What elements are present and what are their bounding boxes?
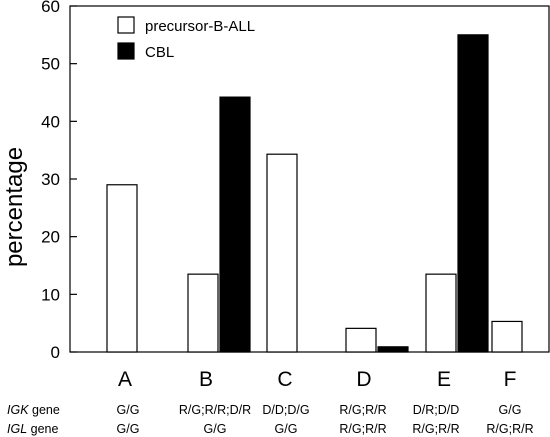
genotype-cell: R/G;R/R: [339, 422, 386, 436]
x-category-label: D: [356, 368, 371, 391]
genotype-cell: R/G;R/R: [412, 422, 459, 436]
y-axis: 0 10 20 30 40 50 60: [41, 0, 77, 362]
genotype-table: IGK gene G/G R/G;R/R;D/R D/D;D/G R/G;R/R D/R;…: [7, 403, 534, 436]
y-tick-label: 40: [41, 112, 60, 131]
bar-b-precursor-b-all: [187, 273, 219, 353]
x-category-label: B: [199, 368, 213, 391]
bar-f-precursor-b-all: [491, 320, 523, 353]
genotype-cell: D/R;D/D: [413, 403, 460, 417]
gene-row-label: IGL gene: [7, 422, 58, 436]
legend-label-precursor-b-all: precursor-B-ALL: [145, 18, 255, 35]
y-axis-label: percentage: [1, 147, 28, 267]
genotype-cell: G/G: [499, 403, 522, 417]
genotype-cell: D/D;D/G: [262, 403, 309, 417]
y-tick-label: 30: [41, 170, 60, 189]
x-category-label: E: [437, 368, 451, 391]
genotype-cell: R/G;R/R: [486, 422, 533, 436]
bars: [106, 34, 523, 353]
genotype-cell: G/G: [204, 422, 227, 436]
y-tick-label: 20: [41, 228, 60, 247]
genotype-cell: G/G: [117, 422, 140, 436]
bar-c-precursor-b-all: [266, 153, 298, 353]
genotype-cell: R/G;R/R: [339, 403, 386, 417]
genotype-cell: G/G: [275, 422, 298, 436]
x-category-label: C: [277, 368, 292, 391]
y-tick-label: 0: [51, 343, 60, 362]
gene-row-label: IGK gene: [7, 403, 60, 417]
legend-label-cbl: CBL: [145, 44, 174, 61]
legend-swatch-precursor-b-all: [117, 16, 135, 34]
genotype-cell: R/G;R/R;D/R: [179, 403, 251, 417]
y-tick-label: 50: [41, 55, 60, 74]
legend-swatch-cbl: [117, 42, 135, 60]
y-tick-label: 60: [41, 0, 60, 16]
x-category-label: A: [118, 368, 132, 391]
x-axis-labels: A B C D E F: [118, 368, 516, 391]
y-tick-label: 10: [41, 285, 60, 304]
bar-a-precursor-b-all: [106, 184, 138, 353]
bar-d-cbl: [377, 346, 409, 353]
genotype-cell: G/G: [117, 403, 140, 417]
bar-b-cbl: [219, 96, 251, 353]
bar-e-cbl: [457, 34, 489, 353]
x-category-label: F: [504, 368, 517, 391]
bar-e-precursor-b-all: [425, 273, 457, 353]
legend: precursor-B-ALL CBL: [117, 16, 255, 61]
bar-d-precursor-b-all: [345, 327, 377, 353]
